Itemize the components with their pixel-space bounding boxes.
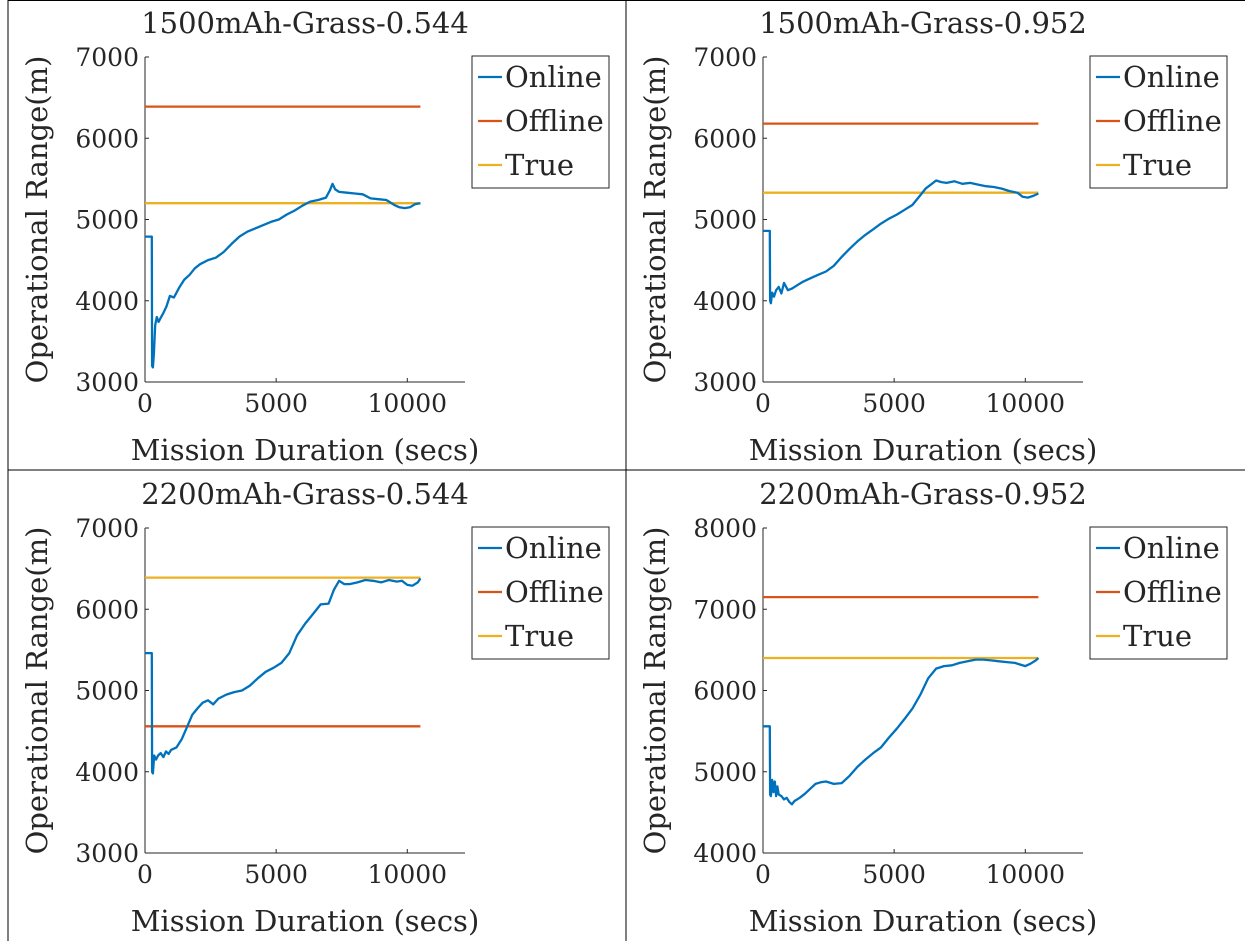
- y-tick-label: 7000: [75, 43, 139, 72]
- chart-panel-1: 1500mAh-Grass-0.544 3000 4000 5000 6000 7000 0…: [20, 6, 610, 467]
- legend: Online Offline True: [1089, 526, 1228, 660]
- y-tick-label: 3000: [75, 839, 139, 868]
- chart-panel-4: 2200mAh-Grass-0.952 4000 5000 6000 7000 8000 0…: [638, 477, 1228, 938]
- legend-label-true: True: [1123, 619, 1192, 653]
- x-tick-label: 10000: [368, 860, 448, 889]
- x-tick-label: 0: [755, 389, 771, 418]
- x-tick-label: 0: [137, 860, 153, 889]
- x-tick-label: 5000: [862, 389, 926, 418]
- x-axis-label: Mission Duration (secs): [131, 904, 480, 938]
- y-tick-label: 5000: [75, 677, 139, 706]
- y-tick-label: 6000: [75, 124, 139, 153]
- legend-label-true: True: [1123, 148, 1192, 182]
- x-tick-label: 5000: [244, 860, 308, 889]
- x-axis-label: Mission Duration (secs): [749, 904, 1098, 938]
- y-tick-label: 7000: [693, 595, 757, 624]
- legend-label-offline: Offline: [505, 575, 604, 609]
- x-tick-label: 0: [755, 860, 771, 889]
- y-tick-label: 7000: [75, 514, 139, 543]
- chart-title: 1500mAh-Grass-0.544: [141, 6, 469, 40]
- panel-borders: [7, 0, 1245, 941]
- x-tick-label: 0: [137, 389, 153, 418]
- chart-title: 2200mAh-Grass-0.952: [759, 477, 1087, 511]
- x-tick-label: 10000: [986, 389, 1066, 418]
- y-axis-label: Operational Range(m): [20, 527, 54, 855]
- y-tick-label: 3000: [693, 368, 757, 397]
- y-tick-label: 6000: [75, 595, 139, 624]
- series-line-online: [145, 577, 422, 775]
- series-line-online: [763, 179, 1039, 305]
- x-tick-label: 5000: [862, 860, 926, 889]
- series-line-online: [145, 182, 421, 369]
- x-axis-label: Mission Duration (secs): [749, 433, 1098, 467]
- y-tick-label: 8000: [693, 514, 757, 543]
- x-axis-label: Mission Duration (secs): [131, 433, 480, 467]
- y-tick-label: 4000: [75, 758, 139, 787]
- legend-label-online: Online: [1123, 531, 1220, 565]
- y-tick-label: 5000: [693, 758, 757, 787]
- legend-label-offline: Offline: [1123, 104, 1222, 138]
- legend: Online Offline True: [471, 55, 610, 189]
- y-tick-label: 6000: [693, 124, 757, 153]
- y-axis-label: Operational Range(m): [20, 56, 54, 384]
- y-tick-label: 6000: [693, 677, 757, 706]
- legend: Online Offline True: [471, 526, 610, 660]
- series-line-online: [763, 657, 1040, 806]
- chart-panel-3: 2200mAh-Grass-0.544 3000 4000 5000 6000 7000 0…: [20, 477, 610, 938]
- legend-label-true: True: [505, 619, 574, 653]
- x-tick-label: 10000: [986, 860, 1066, 889]
- y-tick-label: 5000: [75, 206, 139, 235]
- chart-title: 2200mAh-Grass-0.544: [141, 477, 469, 511]
- chart-title: 1500mAh-Grass-0.952: [759, 6, 1087, 40]
- legend-label-online: Online: [1123, 60, 1220, 94]
- legend-label-offline: Offline: [505, 104, 604, 138]
- y-tick-label: 7000: [693, 43, 757, 72]
- chart-panel-2: 1500mAh-Grass-0.952 3000 4000 5000 6000 7000 0…: [638, 6, 1228, 467]
- y-tick-label: 4000: [693, 839, 757, 868]
- y-tick-label: 3000: [75, 368, 139, 397]
- y-tick-label: 4000: [75, 287, 139, 316]
- legend-label-true: True: [505, 148, 574, 182]
- y-tick-label: 5000: [693, 206, 757, 235]
- x-tick-label: 5000: [244, 389, 308, 418]
- x-tick-label: 10000: [368, 389, 448, 418]
- y-axis-label: Operational Range(m): [638, 527, 672, 855]
- y-tick-label: 4000: [693, 287, 757, 316]
- legend-label-online: Online: [505, 60, 602, 94]
- legend-label-online: Online: [505, 531, 602, 565]
- legend-label-offline: Offline: [1123, 575, 1222, 609]
- legend: Online Offline True: [1089, 55, 1228, 189]
- y-axis-label: Operational Range(m): [638, 56, 672, 384]
